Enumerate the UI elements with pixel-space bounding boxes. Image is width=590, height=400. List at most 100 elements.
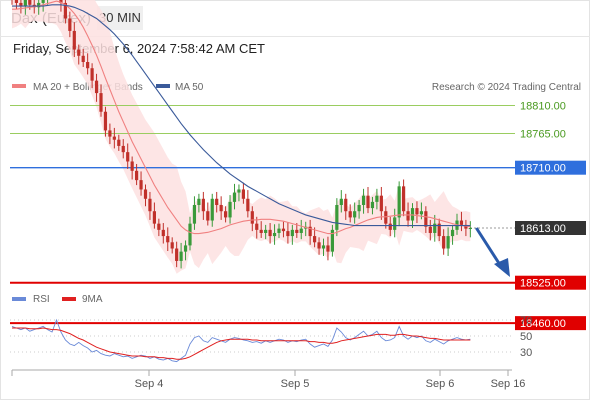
- candle-body-31: [148, 198, 152, 212]
- candle-body-36: [170, 242, 174, 249]
- rsi-legend-label: RSI: [33, 294, 50, 305]
- candle-body-61: [281, 228, 286, 232]
- level-tag-5: [515, 316, 586, 331]
- candle-body-38: [179, 251, 183, 261]
- candle-body-67: [308, 226, 312, 237]
- candle-body-22: [108, 130, 112, 137]
- x-tick-label-2: Sep 6: [426, 378, 455, 390]
- candle-body-7: [41, 0, 45, 3]
- candle-body-48: [224, 211, 228, 218]
- candle-body-77: [353, 211, 357, 218]
- level-label-0: 18810.00: [520, 101, 566, 113]
- candle-body-64: [295, 229, 299, 233]
- candle-body-80: [366, 195, 370, 209]
- candle-body-72: [330, 229, 334, 252]
- candle-body-37: [175, 248, 179, 261]
- candle-body-44: [206, 211, 210, 221]
- forecast-arrow-head: [494, 258, 510, 277]
- candle-body-49: [228, 201, 232, 218]
- candle-body-84: [384, 211, 388, 224]
- candle-body-90: [410, 208, 415, 221]
- candle-body-69: [317, 242, 321, 249]
- candle-body-88: [402, 186, 406, 212]
- candle-body-12: [63, 2, 67, 19]
- candle-body-29: [139, 180, 143, 190]
- candle-body-52: [241, 189, 245, 199]
- candle-body-33: [157, 223, 161, 230]
- candle-body-41: [192, 204, 197, 224]
- candle-body-54: [250, 211, 254, 224]
- candle-body-73: [335, 204, 339, 230]
- level-label-3: 18613.00: [520, 223, 566, 235]
- candle-body-58: [268, 229, 272, 237]
- candle-body-53: [246, 198, 250, 212]
- candle-body-47: [219, 204, 223, 212]
- candle-body-59: [272, 232, 277, 237]
- forecast-arrow-shaft: [475, 227, 504, 269]
- candle-body-46: [215, 198, 219, 205]
- rsi-ma-line: [12, 327, 471, 360]
- candle-body-95: [433, 223, 437, 233]
- candle-body-102: [464, 224, 468, 229]
- candle-body-51: [237, 189, 241, 193]
- candle-body-25: [121, 145, 125, 153]
- rsi-legend: RSI 9MA: [12, 294, 103, 305]
- candle-body-87: [397, 186, 401, 218]
- rsi-panel: 70 50 30: [10, 315, 532, 363]
- candle-body-43: [201, 198, 205, 212]
- candle-body-85: [388, 223, 392, 230]
- candle-body-3: [23, 0, 27, 7]
- candle-body-28: [135, 170, 139, 181]
- candle-body-93: [424, 211, 428, 227]
- candle-body-32: [152, 211, 156, 224]
- candle-body-24: [117, 139, 121, 146]
- rsi-tick-2: 30: [520, 347, 532, 359]
- candle-body-98: [446, 236, 450, 249]
- candle-body-21: [103, 111, 108, 131]
- level-tags: 18810.00 18765.00 18710.00 18613.00 18525.00…: [515, 101, 586, 331]
- candle-body-6: [37, 2, 41, 8]
- level-tag-3: [515, 221, 586, 235]
- candle-body-86: [393, 217, 397, 230]
- ma20-legend-swatch: [12, 84, 26, 88]
- candle-body-68: [313, 236, 317, 243]
- candle-body-35: [166, 236, 170, 243]
- candle-body-23: [112, 136, 116, 140]
- ma50-line: [12, 4, 471, 227]
- candle-body-26: [126, 152, 130, 162]
- moving-averages: [12, 0, 471, 235]
- candle-body-82: [375, 195, 379, 202]
- candle-body-56: [259, 229, 263, 233]
- candle-body-50: [232, 192, 237, 202]
- candle-body-78: [357, 204, 361, 212]
- rsi-tick-1: 50: [520, 331, 532, 343]
- candle-body-94: [428, 226, 432, 233]
- candle-body-45: [210, 198, 214, 221]
- candle-body-65: [299, 228, 303, 233]
- candle-body-15: [77, 49, 81, 56]
- candle-body-63: [290, 229, 294, 237]
- candle-body-4: [28, 0, 32, 5]
- candle-body-2: [19, 2, 23, 7]
- candle-body-11: [59, 0, 63, 3]
- candle-body-96: [437, 223, 441, 237]
- rsi-tick-0: 70: [520, 315, 532, 327]
- candle-body-79: [361, 195, 366, 205]
- candle-body-83: [379, 195, 383, 212]
- forecast-arrow: [475, 227, 510, 277]
- candle-body-55: [255, 223, 259, 230]
- candle-body-27: [130, 161, 134, 171]
- candle-body-1: [14, 0, 19, 3]
- candle-body-34: [161, 229, 165, 237]
- candle-body-99: [450, 229, 455, 237]
- candle-body-81: [370, 201, 375, 209]
- candle-body-103: [468, 228, 472, 229]
- level-tag-2: [515, 160, 586, 175]
- ma20-legend-label: MA 20 + Bollinger Bands: [33, 82, 143, 93]
- x-axis: Sep 4 Sep 5 Sep 6 Sep 16: [11, 369, 525, 390]
- candle-body-92: [419, 211, 423, 215]
- candle-body-89: [406, 211, 410, 221]
- x-tick-label-1: Sep 5: [281, 378, 310, 390]
- bollinger-band-area: [12, 0, 471, 274]
